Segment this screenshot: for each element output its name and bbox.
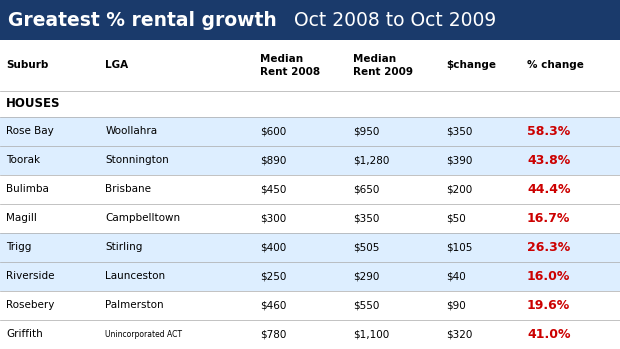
Text: $390: $390	[446, 155, 473, 165]
Text: $40: $40	[446, 272, 466, 282]
Text: Palmerston: Palmerston	[105, 300, 164, 311]
FancyBboxPatch shape	[0, 40, 620, 91]
Text: Brisbane: Brisbane	[105, 184, 151, 194]
Text: $350: $350	[446, 126, 473, 136]
Text: Launceston: Launceston	[105, 272, 166, 282]
Text: Rosebery: Rosebery	[6, 300, 55, 311]
FancyBboxPatch shape	[0, 117, 620, 146]
Text: $50: $50	[446, 214, 466, 223]
Text: % change: % change	[527, 60, 584, 70]
Text: Unincorporated ACT: Unincorporated ACT	[105, 330, 182, 339]
Text: $505: $505	[353, 243, 380, 252]
FancyBboxPatch shape	[0, 291, 620, 320]
Text: 16.0%: 16.0%	[527, 270, 570, 283]
Text: 43.8%: 43.8%	[527, 154, 570, 167]
Text: 41.0%: 41.0%	[527, 328, 570, 341]
Text: 19.6%: 19.6%	[527, 299, 570, 312]
Text: Stirling: Stirling	[105, 243, 143, 252]
Text: $1,100: $1,100	[353, 329, 389, 340]
Text: $780: $780	[260, 329, 287, 340]
Text: HOUSES: HOUSES	[6, 97, 61, 110]
Text: $1,280: $1,280	[353, 155, 390, 165]
Text: LGA: LGA	[105, 60, 128, 70]
Text: $200: $200	[446, 184, 472, 194]
Text: Riverside: Riverside	[6, 272, 55, 282]
FancyBboxPatch shape	[0, 175, 620, 204]
FancyBboxPatch shape	[0, 0, 620, 40]
Text: $290: $290	[353, 272, 380, 282]
Text: 58.3%: 58.3%	[527, 125, 570, 138]
FancyBboxPatch shape	[0, 320, 620, 349]
Text: 16.7%: 16.7%	[527, 212, 570, 225]
Text: $450: $450	[260, 184, 287, 194]
Text: Median
Rent 2009: Median Rent 2009	[353, 54, 414, 77]
Text: $950: $950	[353, 126, 380, 136]
Text: $460: $460	[260, 300, 287, 311]
Text: Stonnington: Stonnington	[105, 155, 169, 165]
Text: Griffith: Griffith	[6, 329, 43, 340]
Text: Woollahra: Woollahra	[105, 126, 157, 136]
Text: Bulimba: Bulimba	[6, 184, 49, 194]
Text: $350: $350	[353, 214, 380, 223]
Text: Rose Bay: Rose Bay	[6, 126, 54, 136]
Text: Suburb: Suburb	[6, 60, 48, 70]
FancyBboxPatch shape	[0, 204, 620, 233]
Text: $300: $300	[260, 214, 286, 223]
Text: Campbelltown: Campbelltown	[105, 214, 180, 223]
Text: Magill: Magill	[6, 214, 37, 223]
Text: $400: $400	[260, 243, 286, 252]
Text: Trigg: Trigg	[6, 243, 32, 252]
Text: $90: $90	[446, 300, 466, 311]
Text: Median
Rent 2008: Median Rent 2008	[260, 54, 321, 77]
Text: 26.3%: 26.3%	[527, 241, 570, 254]
Text: $320: $320	[446, 329, 473, 340]
Text: 44.4%: 44.4%	[527, 183, 570, 196]
Text: $650: $650	[353, 184, 380, 194]
Text: $change: $change	[446, 60, 497, 70]
FancyBboxPatch shape	[0, 91, 620, 117]
FancyBboxPatch shape	[0, 146, 620, 175]
Text: Toorak: Toorak	[6, 155, 40, 165]
FancyBboxPatch shape	[0, 233, 620, 262]
Text: $105: $105	[446, 243, 473, 252]
FancyBboxPatch shape	[0, 262, 620, 291]
Text: $250: $250	[260, 272, 287, 282]
Text: Greatest % rental growth: Greatest % rental growth	[8, 10, 277, 30]
Text: $890: $890	[260, 155, 287, 165]
Text: Oct 2008 to Oct 2009: Oct 2008 to Oct 2009	[288, 10, 497, 30]
Text: $600: $600	[260, 126, 286, 136]
Text: $550: $550	[353, 300, 380, 311]
